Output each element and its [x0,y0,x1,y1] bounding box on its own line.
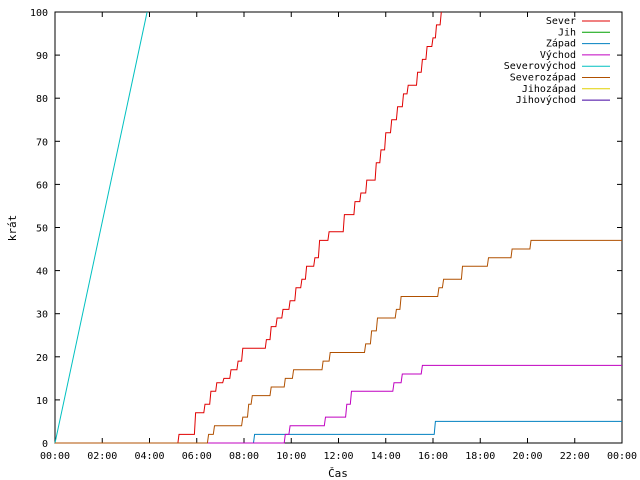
series-layer [54,11,622,444]
series-line-Východ [55,364,622,444]
legend-label: Sever [546,16,576,27]
series-line-Severozápad [55,239,622,444]
x-tick-label: 06:00 [182,451,212,462]
x-tick-label: 16:00 [418,451,448,462]
x-tick-label: 00:00 [40,451,70,462]
x-tick-label: 00:00 [607,451,637,462]
y-tick-label: 60 [36,180,48,191]
x-tick-label: 14:00 [371,451,401,462]
y-tick-label: 0 [42,439,48,450]
y-tick-label: 20 [36,353,48,364]
y-tick-label: 90 [36,51,48,62]
x-tick-label: 18:00 [465,451,495,462]
y-tick-label: 50 [36,224,48,235]
x-tick-label: 10:00 [276,451,306,462]
x-tick-label: 12:00 [323,451,353,462]
x-tick-label: 02:00 [87,451,117,462]
series-line-Severovýchod [54,11,148,444]
x-axis-title: Čas [328,467,348,480]
y-tick-label: 10 [36,396,48,407]
x-tick-label: 22:00 [560,451,590,462]
legend-label: Východ [540,49,576,61]
x-tick-label: 08:00 [229,451,259,462]
x-tick-label: 20:00 [512,451,542,462]
legend: SeverJihZápadVýchodSeverovýchodSeverozáp… [504,16,610,106]
legend-label: Jihovýchod [516,94,576,106]
series-line-Sever [55,11,442,444]
y-tick-label: 30 [36,310,48,321]
y-tick-label: 100 [30,8,48,19]
y-tick-label: 40 [36,267,48,278]
legend-label: Severozápad [510,72,576,84]
y-axis-title: krát [6,215,19,242]
axes: 00:00 02:00 04:00 06:00 08:00 10:00 12:00 14:00… [30,8,637,462]
legend-label: Jihozápad [522,83,576,95]
legend-label: Západ [546,38,576,50]
y-tick-label: 70 [36,137,48,148]
y-tick-label: 80 [36,94,48,105]
legend-label: Jih [558,27,576,38]
legend-label: Severovýchod [504,60,576,72]
x-tick-label: 04:00 [134,451,164,462]
